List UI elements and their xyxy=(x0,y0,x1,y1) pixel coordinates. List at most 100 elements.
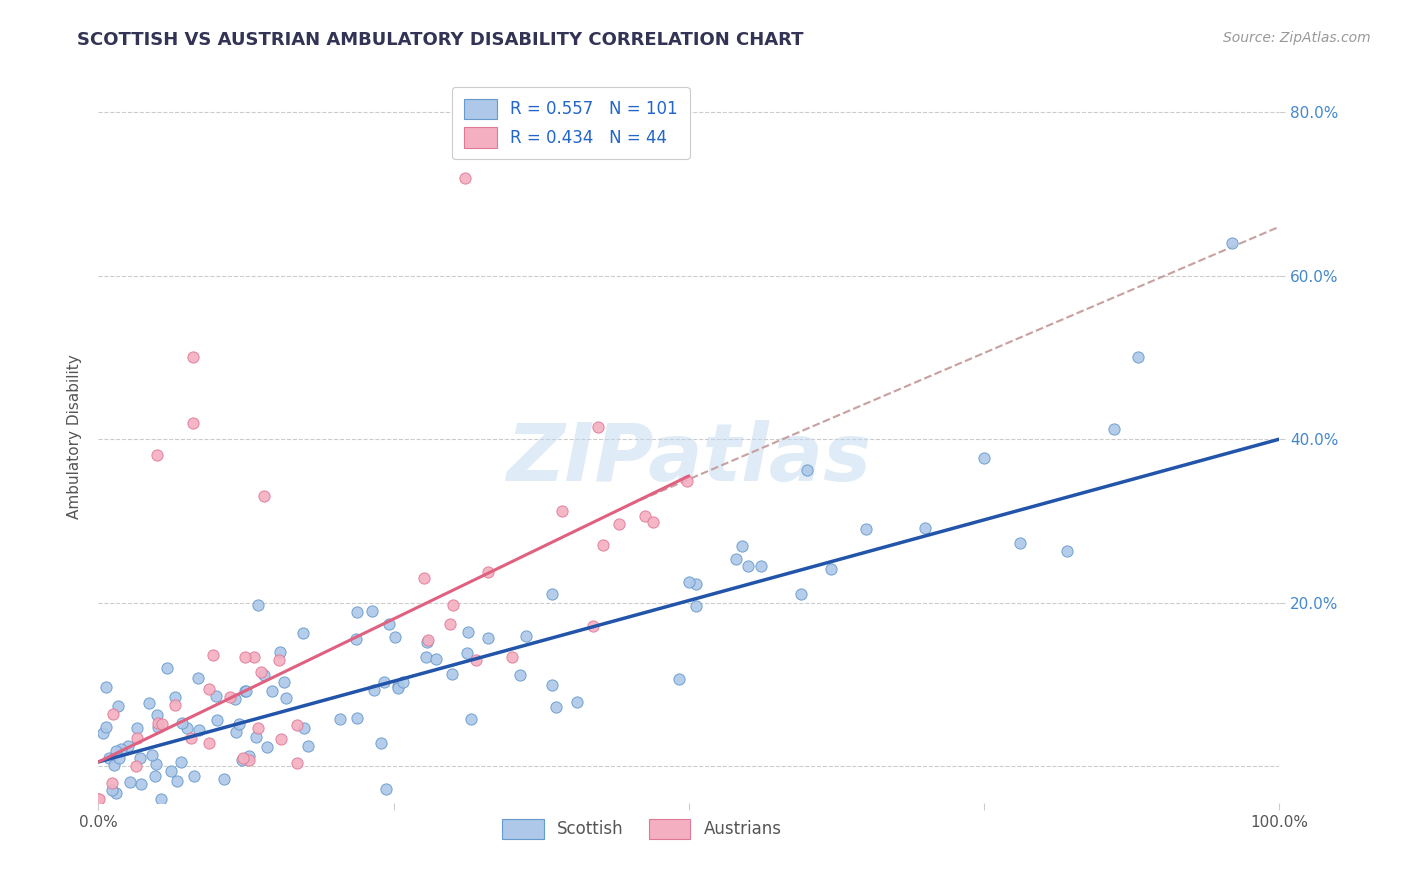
Point xyxy=(384,630,406,644)
Point xyxy=(163,698,186,713)
Point xyxy=(103,757,125,772)
Point xyxy=(238,753,260,767)
Point xyxy=(118,774,141,789)
Point xyxy=(724,552,747,566)
Point xyxy=(232,751,254,765)
Point xyxy=(477,632,499,646)
Point xyxy=(588,420,610,434)
Point xyxy=(97,750,120,764)
Point xyxy=(273,675,295,690)
Point xyxy=(231,753,253,767)
Point xyxy=(1102,422,1125,436)
Point xyxy=(145,757,167,772)
Point xyxy=(820,562,842,576)
Point xyxy=(1220,235,1243,250)
Point xyxy=(183,768,205,782)
Point xyxy=(117,739,139,754)
Point xyxy=(180,731,202,745)
Point xyxy=(329,712,352,726)
Point xyxy=(224,691,246,706)
Point xyxy=(96,680,118,694)
Point xyxy=(204,689,226,703)
Point xyxy=(668,673,690,687)
Point xyxy=(176,721,198,735)
Point xyxy=(641,515,664,529)
Point xyxy=(685,599,707,613)
Point xyxy=(634,509,657,524)
Legend: Scottish, Austrians: Scottish, Austrians xyxy=(495,812,789,846)
Point xyxy=(387,681,409,696)
Point xyxy=(100,782,122,797)
Point xyxy=(439,617,461,632)
Point xyxy=(127,731,149,746)
Point xyxy=(567,695,589,709)
Point xyxy=(501,650,523,665)
Point xyxy=(150,717,173,731)
Point xyxy=(225,725,247,739)
Point xyxy=(253,667,276,681)
Point xyxy=(731,539,754,553)
Point xyxy=(110,742,132,756)
Point xyxy=(219,690,242,704)
Point xyxy=(363,683,385,698)
Point xyxy=(685,577,707,591)
Point xyxy=(128,751,150,765)
Point xyxy=(460,713,482,727)
Point xyxy=(159,764,181,779)
Point xyxy=(387,678,409,692)
Point xyxy=(87,791,110,805)
Point xyxy=(269,645,291,659)
Point xyxy=(592,538,614,552)
Point xyxy=(146,707,169,722)
Point xyxy=(292,721,315,735)
Point xyxy=(105,786,128,800)
Point xyxy=(246,598,269,612)
Point xyxy=(188,723,211,737)
Point xyxy=(228,717,250,731)
Point xyxy=(541,677,564,691)
Text: ZIPatlas: ZIPatlas xyxy=(506,420,872,498)
Point xyxy=(292,625,315,640)
Point xyxy=(138,696,160,710)
Point xyxy=(107,699,129,714)
Point xyxy=(187,671,209,685)
Point xyxy=(676,474,699,488)
Point xyxy=(737,559,759,574)
Point xyxy=(245,730,267,744)
Point xyxy=(914,521,936,535)
Point xyxy=(344,632,367,647)
Point xyxy=(100,776,122,790)
Point xyxy=(163,690,186,704)
Point xyxy=(253,489,276,503)
Point xyxy=(582,619,605,633)
Point xyxy=(415,649,437,664)
Point xyxy=(202,648,225,662)
Point xyxy=(1056,544,1078,558)
Point xyxy=(149,791,172,805)
Point xyxy=(91,726,114,740)
Point xyxy=(181,351,204,365)
Point xyxy=(205,713,228,727)
Point xyxy=(477,566,499,580)
Point xyxy=(1008,536,1031,550)
Point xyxy=(607,517,630,532)
Point xyxy=(416,635,439,649)
Point xyxy=(361,604,384,618)
Point xyxy=(796,463,818,477)
Point xyxy=(198,682,221,697)
Point xyxy=(166,774,188,789)
Point xyxy=(172,716,194,731)
Point xyxy=(256,740,278,755)
Point xyxy=(1126,351,1149,365)
Point xyxy=(233,683,256,698)
Point xyxy=(373,674,395,689)
Point xyxy=(260,684,283,698)
Point xyxy=(198,735,221,749)
Point xyxy=(456,646,478,660)
Point xyxy=(509,667,531,681)
Point xyxy=(457,625,479,640)
Point xyxy=(146,720,169,734)
Point xyxy=(378,616,401,631)
Text: Source: ZipAtlas.com: Source: ZipAtlas.com xyxy=(1223,31,1371,45)
Point xyxy=(156,660,179,674)
